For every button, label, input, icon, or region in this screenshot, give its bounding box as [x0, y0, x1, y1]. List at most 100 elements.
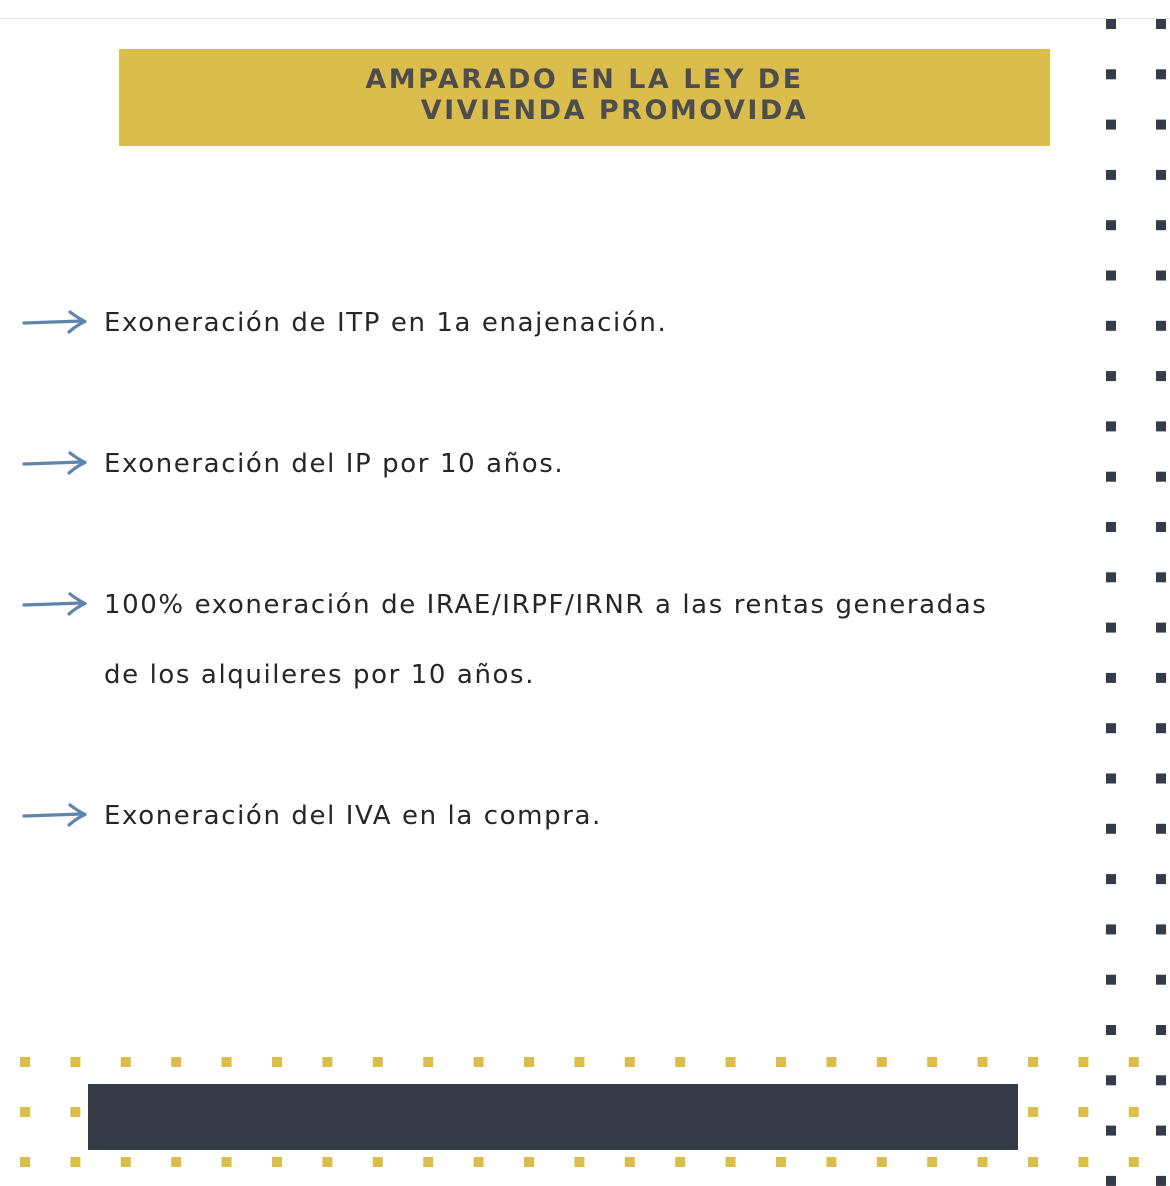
decorative-dot [1156, 974, 1166, 985]
decorative-dot [1078, 1107, 1089, 1117]
decorative-dot [1156, 371, 1166, 382]
decorative-dot [1106, 672, 1116, 683]
banner-title-line-2: VIVIENDA PROMOVIDA [420, 95, 809, 126]
decorative-dot [826, 1057, 837, 1067]
decorative-dot [1156, 119, 1166, 130]
decorative-dot [372, 1057, 383, 1067]
decorative-dot [1128, 1107, 1139, 1117]
decorative-dot [1156, 1125, 1166, 1136]
benefit-item-iva: Exoneración del IVA en la compra. [104, 801, 602, 831]
decorative-dot [1156, 572, 1166, 583]
decorative-dot [473, 1057, 484, 1067]
decorative-dot [1156, 69, 1166, 80]
decorative-dot [1106, 823, 1116, 834]
decorative-dot [1106, 220, 1116, 231]
decorative-dot [423, 1057, 434, 1067]
decorative-dot [1156, 270, 1166, 281]
decorative-dot [171, 1157, 182, 1167]
title-banner: AMPARADO EN LA LEY DE VIVIENDA PROMOVIDA [119, 49, 1050, 146]
decorative-dot [776, 1057, 786, 1067]
decorative-dot [1106, 371, 1116, 382]
decorative-dot [1106, 169, 1116, 180]
decorative-dot [876, 1157, 887, 1167]
decorative-dot [1156, 169, 1166, 180]
decorative-dot [1106, 622, 1116, 633]
decorative-dot [1106, 773, 1116, 784]
benefit-item-ip: Exoneración del IP por 10 años. [104, 449, 565, 479]
arrow-right-icon [22, 451, 87, 475]
decorative-dot [322, 1057, 333, 1067]
decorative-dot [675, 1157, 686, 1167]
decorative-dot [473, 1157, 484, 1167]
decorative-dot [776, 1157, 786, 1167]
decorative-dot [1106, 119, 1116, 130]
decorative-dot [70, 1107, 81, 1117]
decorative-dot [1028, 1157, 1038, 1167]
decorative-dot [1106, 1125, 1116, 1136]
decorative-dot [1106, 270, 1116, 281]
decorative-dot [1106, 19, 1116, 29]
decorative-dot [221, 1157, 232, 1167]
decorative-dot [372, 1157, 383, 1167]
decorative-dot [1106, 974, 1116, 985]
decorative-dot [20, 1157, 30, 1167]
decorative-dot [1106, 522, 1116, 532]
decorative-dot [1156, 773, 1166, 784]
decorative-dot [1156, 522, 1166, 532]
decorative-dot [826, 1157, 837, 1167]
decorative-dot [1106, 471, 1116, 482]
decorative-dot [1106, 320, 1116, 331]
decorative-dot [1156, 823, 1166, 834]
decorative-dot [1128, 1157, 1139, 1167]
decorative-dot [20, 1107, 30, 1117]
decorative-dot [1156, 1025, 1166, 1035]
decorative-dot [524, 1057, 534, 1067]
decorative-dot [574, 1057, 585, 1067]
decorative-dot [1156, 19, 1166, 29]
arrow-right-icon [22, 592, 87, 616]
decorative-dot [725, 1157, 736, 1167]
decorative-dot [1156, 924, 1166, 935]
decorative-dot [1156, 1175, 1166, 1186]
benefit-item-irae-line-1: 100% exoneración de IRAE/IRPF/IRNR a las… [104, 590, 988, 620]
decorative-dot [1106, 874, 1116, 885]
decorative-dot [1156, 471, 1166, 482]
decorative-dot [120, 1057, 131, 1067]
decorative-dot [171, 1057, 182, 1067]
benefit-item-irae-line-2: de los alquileres por 10 años. [104, 660, 536, 690]
decorative-dot [272, 1057, 282, 1067]
arrow-right-icon [22, 803, 87, 827]
top-divider [0, 18, 1170, 19]
decorative-dot [1028, 1057, 1038, 1067]
decorative-dot [977, 1157, 988, 1167]
decorative-dot [322, 1157, 333, 1167]
decorative-dot [1128, 1057, 1139, 1067]
decorative-dot [725, 1057, 736, 1067]
decorative-dot [1106, 1175, 1116, 1186]
decorative-dot [70, 1157, 81, 1167]
decorative-dot [272, 1157, 282, 1167]
decorative-dot [1028, 1107, 1038, 1117]
decorative-dot [927, 1157, 938, 1167]
decorative-dot [1156, 220, 1166, 231]
decorative-dot [1106, 723, 1116, 734]
decorative-dot [1156, 622, 1166, 633]
decorative-dot [876, 1057, 887, 1067]
decorative-dot [675, 1057, 686, 1067]
decorative-dot [1078, 1057, 1089, 1067]
decorative-dot [1106, 1075, 1116, 1086]
decorative-dot [624, 1057, 635, 1067]
decorative-dot [1156, 320, 1166, 331]
decorative-dot [624, 1157, 635, 1167]
decorative-dot [1106, 421, 1116, 432]
arrow-right-icon [22, 310, 87, 334]
decorative-dot [423, 1157, 434, 1167]
decorative-dot [1078, 1157, 1089, 1167]
decorative-dot [1106, 69, 1116, 80]
decorative-dot [524, 1157, 534, 1167]
decorative-dot [1156, 1075, 1166, 1086]
decorative-dot [1156, 723, 1166, 734]
decorative-dot [70, 1057, 81, 1067]
decorative-dot [1156, 672, 1166, 683]
decorative-dot [1156, 421, 1166, 432]
